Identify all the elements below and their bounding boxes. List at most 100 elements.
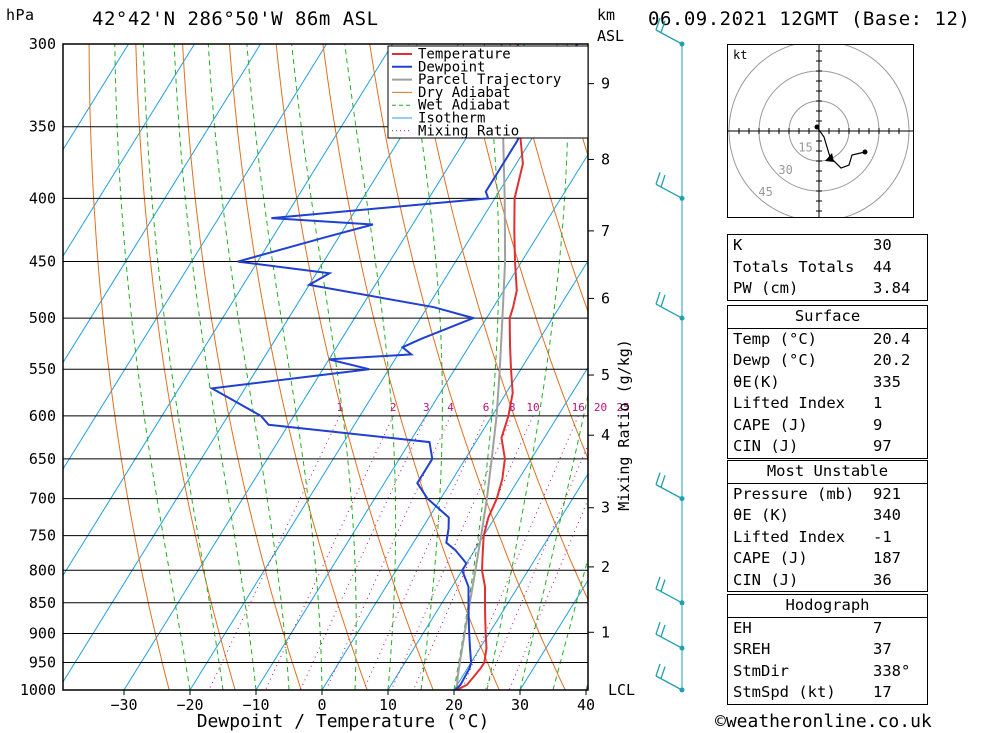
surface-temp-label: Temp (°C) bbox=[733, 329, 817, 348]
temperature-tick-label: −20 bbox=[176, 696, 203, 714]
wet-adiabat-line bbox=[552, 556, 588, 690]
mixing-ratio-line bbox=[363, 415, 487, 690]
hodo-eh-value: 7 bbox=[873, 618, 883, 637]
hodo-sreh-value: 37 bbox=[873, 640, 892, 658]
wind-barb bbox=[655, 172, 683, 199]
hodograph-start-dot bbox=[814, 124, 820, 130]
legend-entry: Wet Adiabat bbox=[418, 98, 511, 114]
surface-title: Surface bbox=[794, 307, 861, 325]
hodo-stmspd-value: 17 bbox=[873, 683, 892, 701]
pressure-tick-label: 950 bbox=[29, 653, 56, 671]
mu-cape-value: 187 bbox=[873, 549, 901, 567]
pw-label: PW (cm) bbox=[733, 279, 799, 297]
legend-entry: Isotherm bbox=[418, 111, 485, 127]
surface-cape-label: CAPE (J) bbox=[733, 415, 808, 434]
isotherm-line bbox=[387, 366, 588, 690]
altitude-tick-label: 5 bbox=[601, 366, 610, 384]
wet-adiabat-line bbox=[453, 44, 500, 690]
mu-cin-value: 36 bbox=[873, 570, 892, 589]
hodo-sreh-label: SREH bbox=[733, 640, 771, 658]
isotherm-line bbox=[63, 44, 261, 364]
storm-motion-arrow bbox=[825, 153, 834, 162]
dry-adiabat-line bbox=[462, 44, 588, 460]
wind-barb-shaft bbox=[655, 29, 683, 45]
credit-link[interactable]: ©weatheronline.co.uk bbox=[715, 711, 932, 732]
wind-barb bbox=[655, 17, 683, 45]
pressure-tick-label: 750 bbox=[29, 527, 56, 545]
surface-li-value: 1 bbox=[873, 394, 883, 412]
wind-barb-feather bbox=[660, 475, 666, 488]
hodograph-kt-label: kt bbox=[733, 48, 747, 62]
parcel-trajectory-line bbox=[455, 44, 507, 690]
wind-barb bbox=[655, 472, 683, 500]
wind-barb-feather bbox=[655, 17, 661, 31]
pressure-tick-label: 800 bbox=[29, 561, 56, 579]
hodo-stmdir-value: 338° bbox=[873, 661, 911, 680]
x-axis-label: Dewpoint / Temperature (°C) bbox=[197, 711, 490, 732]
isotherm-line bbox=[255, 153, 588, 690]
dry-adiabat-line bbox=[88, 44, 170, 690]
mixing-ratio-tick-label: 25 bbox=[616, 401, 629, 414]
hodo-eh-label: EH bbox=[733, 618, 752, 637]
hodograph-panel: Hodograph EH 7 SREH 37 StmDir 338° StmSpd (… bbox=[727, 594, 928, 705]
hodograph-chart: kt 15 30 45 bbox=[727, 44, 914, 218]
temperature-tick-label: −30 bbox=[110, 696, 137, 714]
wind-barb-shaft bbox=[655, 484, 683, 500]
mixing-ratio-line bbox=[325, 415, 452, 690]
dry-adiabat-line bbox=[416, 44, 588, 601]
hodo-stmspd-label: StmSpd (kt) bbox=[733, 683, 836, 701]
k-index-label: K bbox=[733, 236, 743, 254]
wind-barb-feather bbox=[660, 20, 666, 33]
dry-adiabat-line bbox=[322, 44, 500, 690]
pressure-tick-label: 500 bbox=[29, 309, 56, 327]
dewpoint-line bbox=[208, 44, 579, 690]
wind-barb-feather bbox=[655, 291, 661, 305]
totals-value: 44 bbox=[873, 257, 892, 276]
temperature-tick-label: 0 bbox=[317, 696, 326, 714]
temperature-tick-label: 40 bbox=[577, 696, 595, 714]
isotherm-line bbox=[453, 472, 588, 690]
wet-adiabat-line bbox=[207, 44, 290, 690]
legend-entry: Mixing Ratio bbox=[418, 123, 519, 139]
pressure-tick-label: 450 bbox=[29, 253, 56, 271]
mu-cape-label: CAPE (J) bbox=[733, 549, 808, 567]
wind-barb-feather bbox=[655, 472, 661, 485]
wind-barb-feather bbox=[655, 172, 661, 185]
mu-thetae-value: 340 bbox=[873, 506, 901, 524]
altitude-tick-label: 4 bbox=[601, 426, 610, 444]
wet-adiabat-line bbox=[173, 44, 257, 690]
isotherm-line bbox=[63, 44, 459, 683]
wind-barb bbox=[655, 576, 683, 604]
pressure-unit-label: hPa bbox=[6, 6, 35, 24]
isotherm-line bbox=[123, 44, 525, 690]
indices-panel: K 30 Totals Totals 44 PW (cm) 3.84 bbox=[727, 234, 928, 301]
mixing-ratio-line bbox=[264, 415, 394, 690]
plot-frame bbox=[62, 43, 589, 691]
most-unstable-panel: Most Unstable Pressure (mb) 921 θE (K) 340… bbox=[727, 460, 928, 592]
legend-entry: Temperature bbox=[418, 47, 511, 63]
mixing-ratio-tick-label: 4 bbox=[447, 401, 454, 414]
wind-barb-feather bbox=[660, 294, 666, 307]
mu-pressure-value: 921 bbox=[873, 484, 901, 503]
altitude-tick-label: 3 bbox=[601, 499, 610, 517]
surface-dewp-label: Dewp (°C) bbox=[733, 351, 817, 369]
wind-barb-shaft bbox=[655, 675, 683, 691]
isotherm-line bbox=[63, 44, 393, 577]
legend-entry: Parcel Trajectory bbox=[418, 72, 561, 88]
wet-adiabat-line bbox=[344, 44, 397, 690]
altitude-tick-label: 7 bbox=[601, 222, 610, 240]
mixing-ratio-tick-label: 1 bbox=[336, 401, 343, 414]
mixing-ratio-line bbox=[484, 443, 588, 690]
wind-barb-feather bbox=[660, 666, 666, 679]
temperature-tick-label: −10 bbox=[242, 696, 269, 714]
temperature-tick-label: 30 bbox=[511, 696, 529, 714]
pressure-tick-label: 350 bbox=[29, 118, 56, 136]
wind-barb-shaft bbox=[655, 588, 683, 604]
pressure-tick-label: 1000 bbox=[20, 681, 56, 699]
mixing-ratio-line bbox=[390, 415, 513, 690]
pressure-tick-label: 850 bbox=[29, 594, 56, 612]
wind-barb bbox=[655, 621, 683, 649]
wind-barb-feather bbox=[660, 579, 666, 592]
wind-barb-feather bbox=[660, 174, 666, 188]
pressure-tick-label: 300 bbox=[29, 35, 56, 53]
